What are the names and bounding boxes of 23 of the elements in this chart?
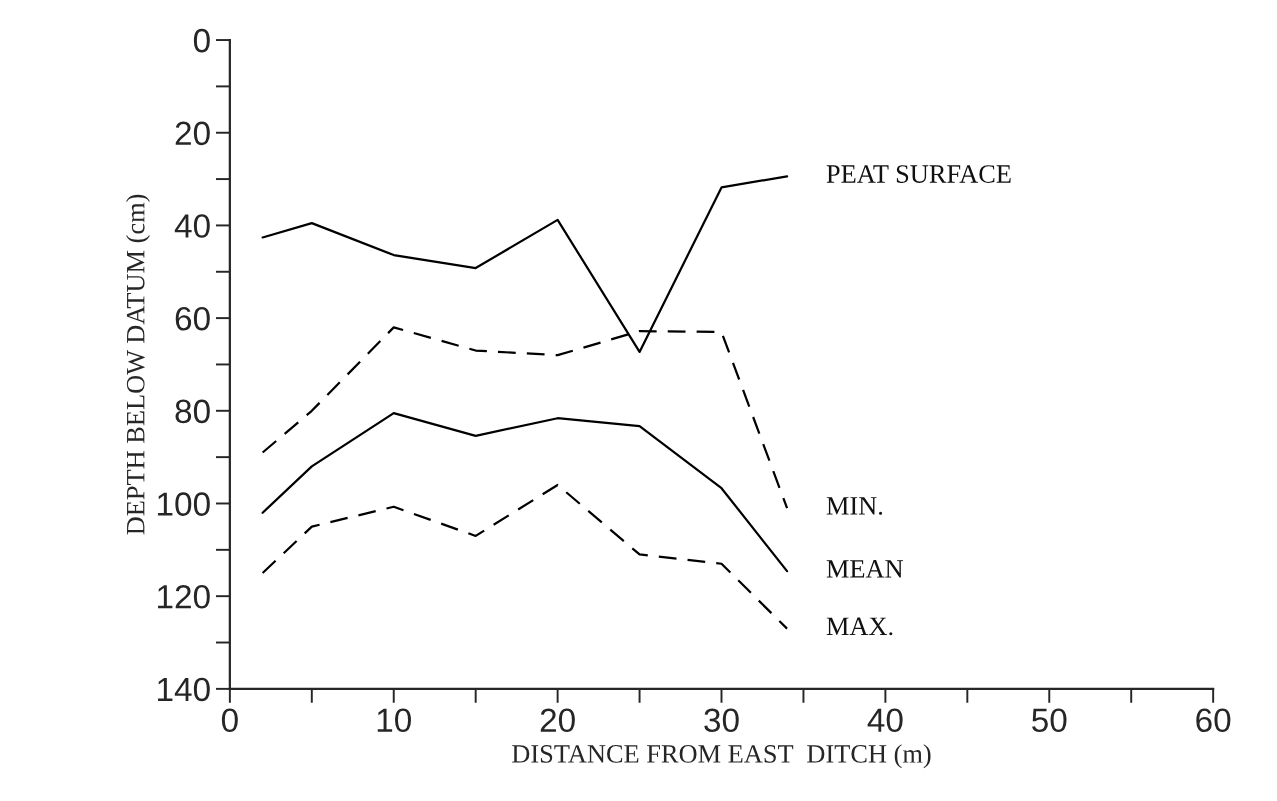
x-tick-label: 60 xyxy=(1196,708,1231,733)
y-tick-label: 0 xyxy=(193,28,210,53)
y-tick-label: 60 xyxy=(175,306,210,331)
x-tick-label: 40 xyxy=(867,708,903,733)
series-label: MEAN xyxy=(826,560,904,578)
x-tick-label: 30 xyxy=(704,708,739,733)
y-tick-label: 140 xyxy=(158,677,210,702)
y-tick-label: 80 xyxy=(175,399,210,424)
x-axis-title: DISTANCE FROM EAST DITCH (m) xyxy=(512,744,931,769)
line-series xyxy=(261,483,789,630)
y-tick-label: 100 xyxy=(158,492,210,516)
x-tick-label: 20 xyxy=(540,708,575,733)
series-label: MAX. xyxy=(826,617,893,636)
line-series xyxy=(261,412,789,573)
y-tick-label: 40 xyxy=(174,214,210,238)
y-tick-label: 120 xyxy=(158,584,210,609)
y-tick-label: 20 xyxy=(175,121,210,146)
x-tick-label: 0 xyxy=(221,708,238,733)
series-label: MIN. xyxy=(826,497,883,515)
series-label: PEAT SURFACE xyxy=(826,165,1011,183)
y-axis-title: DEPTH BELOW DATUM (cm) xyxy=(126,194,150,535)
x-tick-label: 50 xyxy=(1032,708,1067,733)
x-tick-label: 10 xyxy=(377,708,411,733)
